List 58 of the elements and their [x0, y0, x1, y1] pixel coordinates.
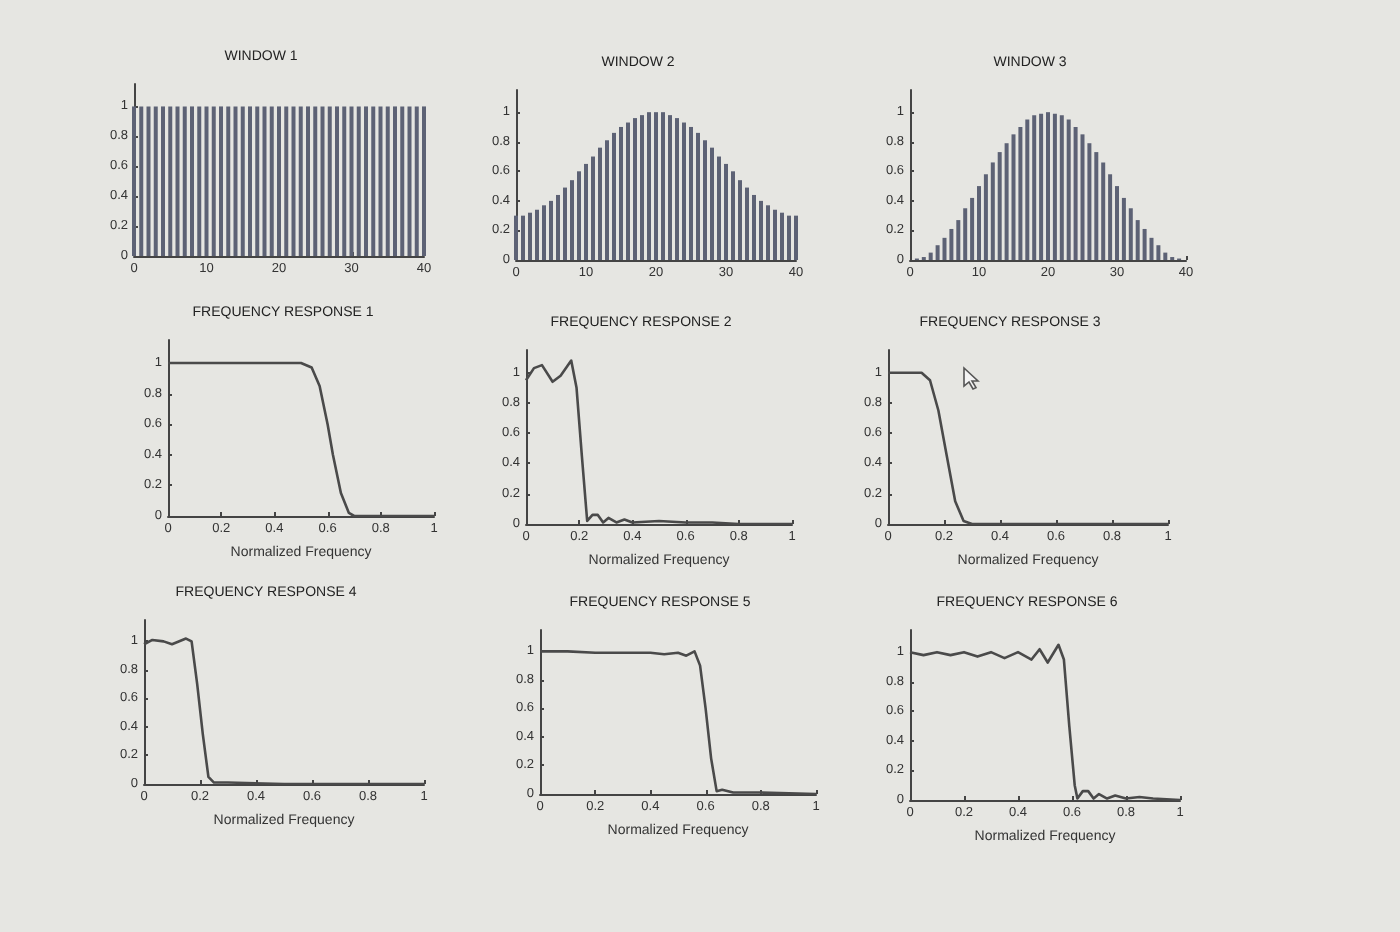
bar: [1142, 228, 1147, 260]
bar: [787, 215, 791, 260]
bar: [710, 147, 714, 260]
bar: [528, 212, 532, 260]
bar: [717, 156, 721, 260]
bar: [535, 209, 539, 260]
bar: [584, 163, 588, 260]
bar: [647, 112, 651, 260]
bar: [514, 215, 518, 260]
bar: [1018, 126, 1023, 260]
bar: [661, 112, 665, 260]
bar: [556, 194, 560, 260]
bar: [794, 215, 798, 260]
bar: [598, 147, 602, 260]
bar: [731, 171, 735, 260]
bar: [935, 245, 940, 260]
bar: [591, 156, 595, 260]
bar: [1039, 113, 1044, 260]
bar: [1059, 115, 1064, 260]
bar: [752, 194, 756, 260]
bar: [675, 118, 679, 260]
bar: [942, 237, 947, 260]
bar: [549, 200, 553, 260]
bar: [542, 205, 546, 260]
bar: [1156, 245, 1161, 260]
bar: [682, 122, 686, 260]
bar: [633, 118, 637, 260]
bar: [1163, 252, 1168, 260]
bar: [928, 252, 933, 260]
bar: [1032, 115, 1037, 260]
bar: [1025, 119, 1030, 260]
bar: [626, 122, 630, 260]
bar: [1149, 237, 1154, 260]
bar: [703, 140, 707, 260]
bar: [619, 126, 623, 260]
bar: [759, 200, 763, 260]
bar: [654, 112, 658, 260]
bar: [780, 212, 784, 260]
bar: [563, 187, 567, 260]
bar: [612, 132, 616, 260]
bar: [1073, 126, 1078, 260]
bar: [745, 187, 749, 260]
bar: [696, 132, 700, 260]
bar: [1080, 134, 1085, 260]
bar: [689, 126, 693, 260]
bar: [1052, 113, 1057, 260]
bar: [773, 209, 777, 260]
bar: [724, 163, 728, 260]
bar: [766, 205, 770, 260]
bar: [521, 215, 525, 260]
bar: [577, 171, 581, 260]
bar: [605, 140, 609, 260]
bar: [949, 228, 954, 260]
bar: [668, 115, 672, 260]
bar: [1046, 112, 1050, 260]
bar: [1066, 119, 1071, 260]
bar: [1011, 134, 1016, 260]
bar: [640, 115, 644, 260]
